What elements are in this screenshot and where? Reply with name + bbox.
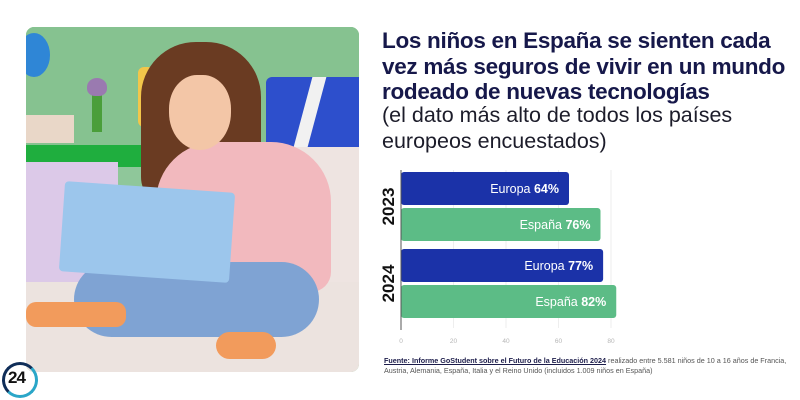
photo-sock <box>216 332 276 359</box>
source-text: realizado entre 5.581 niños de 10 a 16 a… <box>384 356 787 375</box>
bar-2023-espana <box>401 208 601 241</box>
bar-2024-europa <box>401 249 604 282</box>
bar-chart: Europa 64% España 76% 2023 Europa 77% España… <box>370 165 630 350</box>
bar-value: 82% <box>581 295 606 309</box>
x-tick-label: 20 <box>450 338 458 345</box>
bar-data-label: España 82% <box>535 295 606 309</box>
bar-chart-svg: Europa 64% España 76% 2023 Europa 77% España… <box>379 170 617 345</box>
site-logo[interactable]: 24 <box>2 362 38 398</box>
bar-series-name: Europa <box>524 259 568 273</box>
bar-value: 64% <box>534 182 559 196</box>
headline-subtitle: (el dato más alto de todos los países eu… <box>382 103 733 153</box>
logo-text: 24 <box>8 368 26 387</box>
photo-girl-with-laptop <box>26 27 359 372</box>
bar-data-label: Europa 77% <box>524 259 593 273</box>
photo-face <box>169 75 231 150</box>
bar-2024-espana <box>401 285 617 318</box>
photo-laptop <box>58 181 236 283</box>
headline-title: Los niños en España se sienten cada vez … <box>382 28 786 104</box>
x-tick-label: 80 <box>607 338 615 345</box>
x-tick-label: 40 <box>502 338 510 345</box>
x-tick-label: 60 <box>555 338 563 345</box>
bar-data-label: España 76% <box>520 218 591 232</box>
bar-data-label: Europa 64% <box>490 182 559 196</box>
bar-series-name: España <box>520 218 566 232</box>
source-link[interactable]: Fuente: Informe GoStudent sobre el Futur… <box>384 356 607 365</box>
year-label-2024: 2024 <box>379 264 398 302</box>
source-note: Fuente: Informe GoStudent sobre el Futur… <box>384 356 789 375</box>
year-label-2023: 2023 <box>379 188 398 226</box>
x-tick-label: 0 <box>399 338 403 345</box>
bar-2023-europa <box>401 172 569 205</box>
bar-series-name: Europa <box>490 182 534 196</box>
photo-books <box>26 115 74 143</box>
bar-series-name: España <box>535 295 581 309</box>
photo-tulip <box>87 78 107 132</box>
photo-dresser-top <box>26 145 144 167</box>
bar-value: 76% <box>565 218 590 232</box>
photo-sock <box>26 302 126 327</box>
bar-value: 77% <box>568 259 593 273</box>
logo-ring-icon <box>2 362 38 398</box>
